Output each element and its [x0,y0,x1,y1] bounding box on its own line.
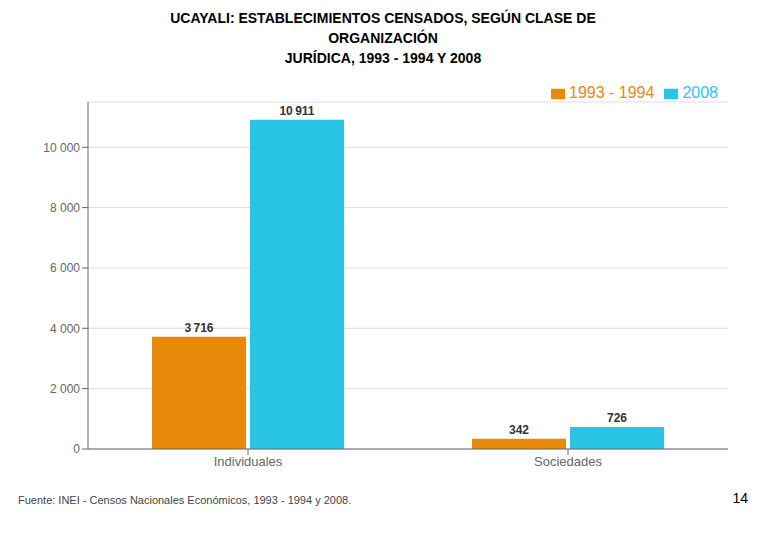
svg-text:726: 726 [607,411,627,425]
svg-text:3 716: 3 716 [184,321,213,335]
svg-text:342: 342 [509,423,529,437]
html-text:ORGANIZACIÓN: ORGANIZACIÓN [328,30,438,46]
svg-text:2 000: 2 000 [50,382,80,396]
html-text:UCAYALI: ESTABLECIMIENTOS CENS: UCAYALI: ESTABLECIMIENTOS CENSADOS, SEGÚ… [170,10,596,26]
svg-text:6 000: 6 000 [50,261,80,275]
svg-text:4 000: 4 000 [50,322,80,336]
html-text:14: 14 [732,490,748,506]
html-text:Fuente: INEI - Censos Nacional: Fuente: INEI - Censos Nacionales Económi… [18,494,352,506]
svg-text:Sociedades: Sociedades [534,454,602,469]
svg-text:8 000: 8 000 [50,201,80,215]
svg-text:10 911: 10 911 [279,104,314,118]
html-text:1993 - 1994: 1993 - 1994 [569,84,655,101]
svg-text:0: 0 [73,442,80,456]
html-text:JURÍDICA, 1993 - 1994 Y 2008: JURÍDICA, 1993 - 1994 Y 2008 [284,50,482,66]
svg-text:Individuales: Individuales [214,454,283,469]
svg-text:10 000: 10 000 [43,141,80,155]
html-text:2008: 2008 [682,84,718,101]
